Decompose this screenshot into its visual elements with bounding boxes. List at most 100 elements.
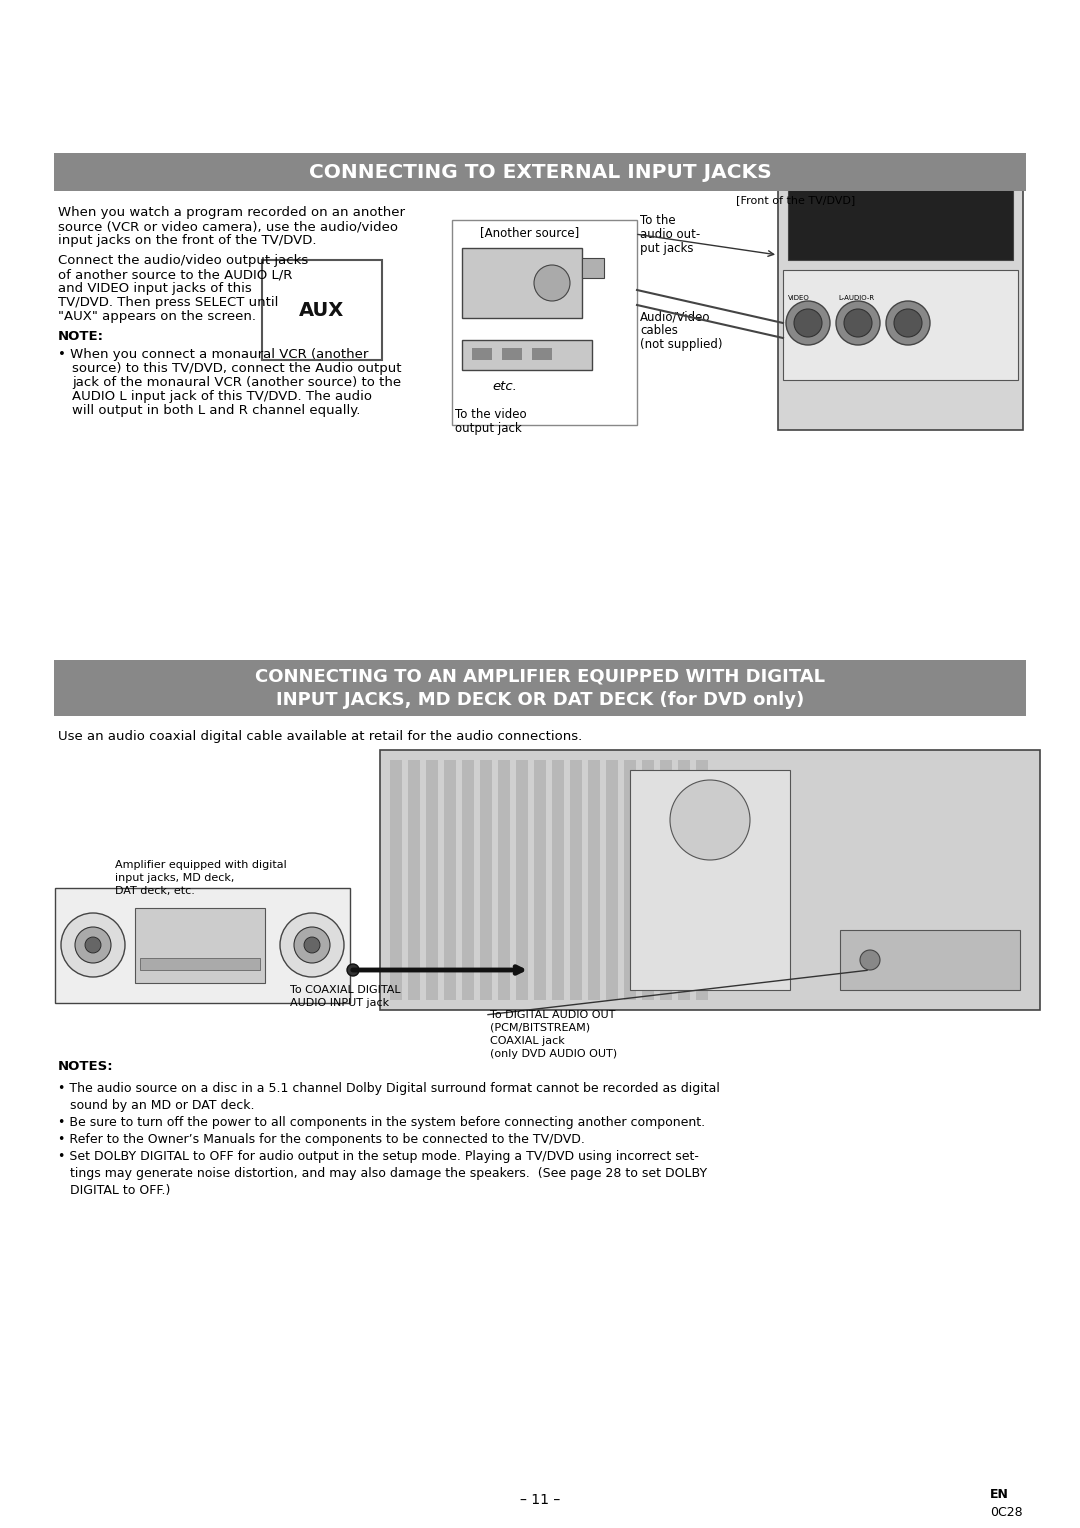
Text: AUDIO L input jack of this TV/DVD. The audio: AUDIO L input jack of this TV/DVD. The a… bbox=[72, 390, 372, 403]
Bar bbox=[390, 759, 402, 999]
Text: AUX: AUX bbox=[299, 301, 345, 319]
Text: Use an audio coaxial digital cable available at retail for the audio connections: Use an audio coaxial digital cable avail… bbox=[58, 730, 582, 743]
Circle shape bbox=[886, 301, 930, 345]
Bar bbox=[624, 759, 636, 999]
Text: DAT deck, etc.: DAT deck, etc. bbox=[114, 886, 194, 895]
Text: put jacks: put jacks bbox=[640, 241, 693, 255]
Bar bbox=[642, 759, 654, 999]
Text: input jacks on the front of the TV/DVD.: input jacks on the front of the TV/DVD. bbox=[58, 234, 316, 248]
Bar bbox=[783, 270, 1018, 380]
Bar bbox=[480, 759, 492, 999]
Text: NOTES:: NOTES: bbox=[58, 1060, 113, 1073]
Text: will output in both L and R channel equally.: will output in both L and R channel equa… bbox=[72, 403, 361, 417]
Text: To the video: To the video bbox=[455, 408, 527, 422]
Bar bbox=[462, 759, 474, 999]
Text: L-AUDIO-R: L-AUDIO-R bbox=[838, 295, 874, 301]
Bar bbox=[380, 750, 1040, 1010]
Text: Audio/Video: Audio/Video bbox=[640, 310, 711, 322]
Circle shape bbox=[294, 927, 330, 963]
Bar bbox=[140, 958, 260, 970]
Bar bbox=[532, 348, 552, 361]
Text: tings may generate noise distortion, and may also damage the speakers.  (See pag: tings may generate noise distortion, and… bbox=[58, 1167, 707, 1180]
Text: of another source to the AUDIO L/R: of another source to the AUDIO L/R bbox=[58, 267, 293, 281]
Circle shape bbox=[303, 937, 320, 953]
Text: • The audio source on a disc in a 5.1 channel Dolby Digital surround format cann: • The audio source on a disc in a 5.1 ch… bbox=[58, 1082, 720, 1096]
Text: audio out-: audio out- bbox=[640, 228, 700, 241]
Bar bbox=[606, 759, 618, 999]
Text: jack of the monaural VCR (another source) to the: jack of the monaural VCR (another source… bbox=[72, 376, 401, 390]
Circle shape bbox=[280, 914, 345, 976]
Text: To DIGITAL AUDIO OUT: To DIGITAL AUDIO OUT bbox=[490, 1010, 616, 1021]
Text: [Front of the TV/DVD]: [Front of the TV/DVD] bbox=[735, 196, 855, 205]
Bar bbox=[444, 759, 456, 999]
Text: (PCM/BITSTREAM): (PCM/BITSTREAM) bbox=[490, 1024, 590, 1033]
Circle shape bbox=[894, 309, 922, 338]
Text: source) to this TV/DVD, connect the Audio output: source) to this TV/DVD, connect the Audi… bbox=[72, 362, 402, 374]
Bar bbox=[498, 759, 510, 999]
Text: cables: cables bbox=[640, 324, 678, 338]
Bar bbox=[516, 759, 528, 999]
Bar bbox=[462, 248, 582, 318]
Text: and VIDEO input jacks of this: and VIDEO input jacks of this bbox=[58, 283, 252, 295]
Text: NOTE:: NOTE: bbox=[58, 330, 104, 342]
Bar bbox=[262, 260, 382, 361]
Circle shape bbox=[836, 301, 880, 345]
Text: CONNECTING TO EXTERNAL INPUT JACKS: CONNECTING TO EXTERNAL INPUT JACKS bbox=[309, 162, 771, 182]
Text: VIDEO: VIDEO bbox=[788, 295, 810, 301]
Text: – 11 –: – 11 – bbox=[519, 1493, 561, 1507]
Text: "AUX" appears on the screen.: "AUX" appears on the screen. bbox=[58, 310, 256, 322]
Text: To the: To the bbox=[640, 214, 676, 228]
Circle shape bbox=[521, 964, 534, 976]
Circle shape bbox=[60, 914, 125, 976]
Bar bbox=[840, 931, 1020, 990]
Bar bbox=[462, 341, 592, 370]
Bar bbox=[472, 348, 492, 361]
Circle shape bbox=[534, 264, 570, 301]
Bar bbox=[552, 759, 564, 999]
Text: [Another source]: [Another source] bbox=[480, 226, 579, 238]
Text: Amplifier equipped with digital: Amplifier equipped with digital bbox=[114, 860, 287, 869]
Text: (not supplied): (not supplied) bbox=[640, 338, 723, 351]
Text: Connect the audio/video output jacks: Connect the audio/video output jacks bbox=[58, 254, 308, 267]
Bar bbox=[502, 348, 522, 361]
Text: INPUT JACKS, MD DECK OR DAT DECK (for DVD only): INPUT JACKS, MD DECK OR DAT DECK (for DV… bbox=[275, 691, 805, 709]
Text: • Refer to the Owner’s Manuals for the components to be connected to the TV/DVD.: • Refer to the Owner’s Manuals for the c… bbox=[58, 1132, 585, 1146]
Text: 0C28: 0C28 bbox=[990, 1507, 1023, 1519]
Bar bbox=[778, 176, 1023, 429]
Bar bbox=[983, 177, 1018, 189]
Bar bbox=[426, 759, 438, 999]
Circle shape bbox=[860, 950, 880, 970]
Text: • Set DOLBY DIGITAL to OFF for audio output in the setup mode. Playing a TV/DVD : • Set DOLBY DIGITAL to OFF for audio out… bbox=[58, 1151, 699, 1163]
Text: When you watch a program recorded on an another: When you watch a program recorded on an … bbox=[58, 206, 405, 219]
Text: • When you connect a monaural VCR (another: • When you connect a monaural VCR (anoth… bbox=[58, 348, 368, 361]
Circle shape bbox=[843, 309, 872, 338]
Text: EN: EN bbox=[990, 1488, 1009, 1500]
Circle shape bbox=[347, 964, 359, 976]
Bar bbox=[660, 759, 672, 999]
Bar bbox=[54, 660, 1026, 717]
Bar bbox=[453, 220, 637, 425]
Text: etc.: etc. bbox=[492, 380, 517, 393]
Bar bbox=[534, 759, 546, 999]
Text: (only DVD AUDIO OUT): (only DVD AUDIO OUT) bbox=[490, 1050, 617, 1059]
Bar bbox=[788, 180, 1013, 260]
Circle shape bbox=[670, 779, 750, 860]
Circle shape bbox=[85, 937, 102, 953]
Circle shape bbox=[794, 309, 822, 338]
Bar bbox=[696, 759, 708, 999]
Circle shape bbox=[786, 301, 831, 345]
Bar bbox=[570, 759, 582, 999]
Bar bbox=[678, 759, 690, 999]
Text: To COAXIAL DIGITAL: To COAXIAL DIGITAL bbox=[291, 986, 401, 995]
Bar bbox=[54, 153, 1026, 191]
Text: source (VCR or video camera), use the audio/video: source (VCR or video camera), use the au… bbox=[58, 220, 399, 232]
Bar bbox=[630, 770, 789, 990]
Bar bbox=[135, 908, 265, 983]
Circle shape bbox=[75, 927, 111, 963]
Bar bbox=[588, 759, 600, 999]
Text: input jacks, MD deck,: input jacks, MD deck, bbox=[114, 872, 234, 883]
Text: CONNECTING TO AN AMPLIFIER EQUIPPED WITH DIGITAL: CONNECTING TO AN AMPLIFIER EQUIPPED WITH… bbox=[255, 668, 825, 686]
Text: sound by an MD or DAT deck.: sound by an MD or DAT deck. bbox=[58, 1099, 255, 1112]
Text: TV/DVD. Then press SELECT until: TV/DVD. Then press SELECT until bbox=[58, 296, 279, 309]
Bar bbox=[582, 258, 604, 278]
